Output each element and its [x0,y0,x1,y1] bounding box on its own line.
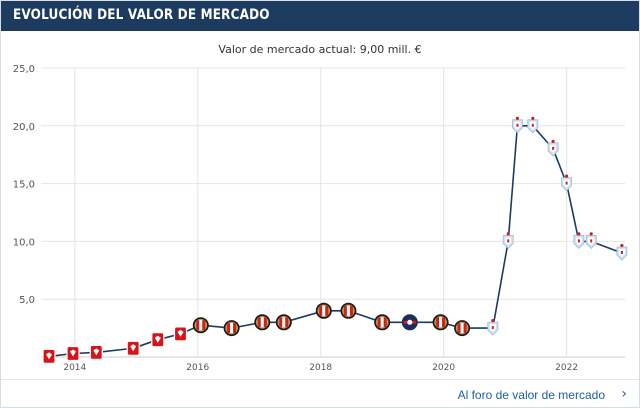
data-point-celta[interactable] [527,116,539,134]
data-point-celta[interactable] [585,232,597,249]
data-point-celta[interactable] [487,319,499,336]
market-value-chart: 25,0 20,0 15,0 10,0 5,0 2014 2016 2018 2020 2022 [13,64,628,373]
x-tick-label: 2020 [432,363,455,373]
data-point-feyenoord[interactable] [192,317,209,334]
y-tick-label: 20,0 [13,122,35,133]
y-tick-label: 15,0 [13,180,35,191]
panel-title: EVOLUCIÓN DEL VALOR DE MERCADO [13,7,270,23]
data-point-celta[interactable] [561,174,572,192]
data-point-red[interactable] [173,326,188,342]
y-tick-label: 10,0 [13,237,35,248]
data-point-feyenoord[interactable] [432,314,449,331]
data-point-red[interactable] [151,332,165,348]
data-point-celta[interactable] [573,232,585,249]
data-point-red[interactable] [66,345,80,362]
x-tick-label: 2018 [309,363,332,373]
y-tick-label: 25,0 [13,64,35,75]
data-point-celta[interactable] [616,243,628,261]
data-point-feyenoord[interactable] [374,314,391,331]
x-tick-label: 2016 [186,363,209,373]
current-market-value: Valor de mercado actual: 9,00 mill. € [218,43,422,56]
data-point-navy[interactable] [401,314,418,331]
plot-area [41,68,625,357]
data-point-feyenoord[interactable] [340,302,357,319]
data-point-feyenoord[interactable] [454,320,471,337]
data-point-red[interactable] [42,348,56,364]
y-tick-label: 5,0 [19,295,35,306]
panel-header: EVOLUCIÓN DEL VALOR DE MERCADO [1,1,639,31]
data-point-feyenoord[interactable] [315,302,332,319]
data-point-red[interactable] [126,340,140,356]
x-tick-label: 2014 [63,363,86,373]
data-point-celta[interactable] [547,139,559,157]
data-point-celta[interactable] [502,232,514,249]
data-point-red[interactable] [89,344,103,360]
x-tick-label: 2022 [555,363,578,373]
market-value-forum-link[interactable]: Al foro de valor de mercado [457,388,605,402]
chevron-right-icon[interactable]: › [621,386,627,402]
panel-footer: Al foro de valor de mercado › [1,379,639,408]
data-point-feyenoord[interactable] [223,320,240,337]
data-point-celta[interactable] [512,116,523,134]
data-point-feyenoord[interactable] [275,314,292,331]
data-point-feyenoord[interactable] [254,314,271,331]
